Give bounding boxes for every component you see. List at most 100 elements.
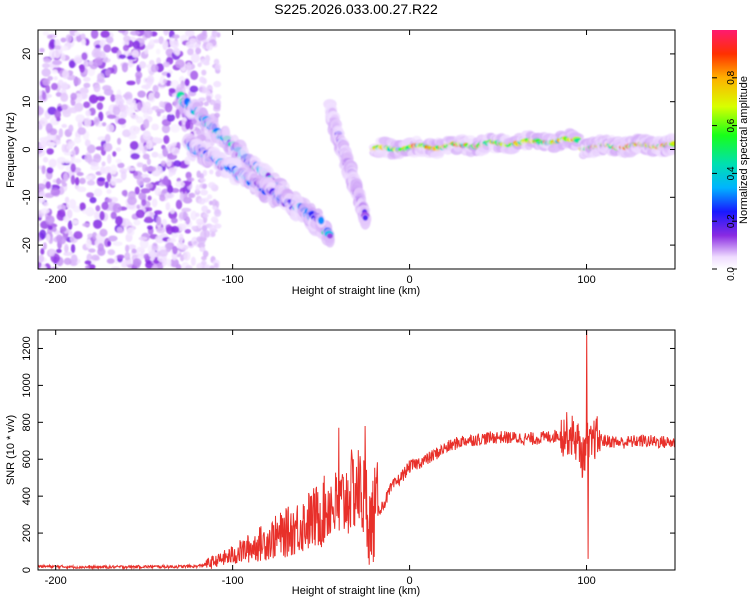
noise-blob [146,76,153,87]
noise-blob [132,40,141,49]
noise-blob [110,211,117,220]
noise-blob [168,172,173,177]
noise-blob [45,122,53,133]
noise-blob [104,133,111,143]
noise-blob [84,117,92,128]
noise-blob [99,210,105,221]
noise-blob [48,142,57,147]
noise-blob [118,30,126,34]
feature-core [670,140,675,146]
noise-blob [122,129,132,138]
noise-blob [38,141,47,149]
noise-blob [135,209,145,219]
noise-blob [209,169,214,175]
noise-blob [95,44,101,49]
noise-blob [82,76,91,82]
noise-blob [41,91,47,100]
noise-blob [167,184,174,194]
noise-blob [125,244,130,253]
noise-blob [96,72,105,83]
noise-blob [141,199,147,207]
noise-blob [40,265,47,269]
noise-blob [65,34,73,43]
noise-blob [60,37,67,43]
x-tick-label: 100 [577,575,595,587]
noise-blob [45,84,51,94]
colorbar-label: Normalized spectral amplitude [738,76,750,224]
noise-blob [40,196,46,203]
noise-blob [42,242,47,250]
noise-blob [126,166,137,171]
noise-blob [205,95,212,101]
snr-x-axis: -200 -100 0 100 [45,330,596,587]
y-tick-label: -10 [21,189,33,205]
noise-blob [101,201,109,211]
noise-blob [88,94,99,104]
noise-blob [85,109,91,117]
noise-blob [41,68,51,77]
noise-blob [209,265,215,269]
noise-blob [38,254,45,263]
noise-blob [185,120,191,130]
noise-blob [85,175,93,180]
noise-blob [196,170,202,178]
noise-blob [67,140,75,147]
noise-blob [115,158,122,164]
snr-frame [37,329,676,571]
noise-blob [129,125,139,135]
noise-blob [42,78,51,86]
noise-blob [140,188,151,194]
noise-blob [167,237,177,243]
noise-blob [213,102,221,110]
x-tick-label: 0 [407,575,413,587]
noise-blob [175,109,181,119]
noise-blob [214,93,222,101]
noise-blob [172,245,178,255]
noise-blob [40,208,50,214]
noise-blob [93,83,101,93]
noise-blob [162,39,169,50]
noise-blob [48,158,57,168]
noise-blob [185,216,191,225]
noise-blob [133,219,141,226]
noise-blob [121,62,129,73]
noise-blob [121,189,128,197]
noise-blob [156,216,162,226]
noise-blob [112,203,122,213]
noise-blob [91,48,101,58]
noise-blob [64,243,69,254]
noise-blob [88,60,94,66]
noise-blob [131,49,140,58]
noise-blob [130,152,140,160]
colorbar-tick-label: 0.2 [726,214,737,228]
noise-blob [153,210,163,215]
noise-blob [45,233,51,242]
noise-blob [145,211,150,217]
noise-blob [63,257,72,265]
noise-blob [97,243,104,252]
noise-blob [121,218,131,227]
noise-blob [131,248,137,254]
noise-blob [64,196,70,204]
snr-y-label: SNR (10 * v/v) [5,415,17,485]
noise-blob [83,82,91,89]
noise-blob [61,81,69,91]
noise-blob [81,209,92,215]
noise-blob [139,238,149,249]
noise-blob [89,196,97,204]
noise-blob [103,44,112,53]
noise-blob [38,260,42,269]
noise-blob [107,240,112,247]
noise-blob [127,196,137,206]
noise-blob [202,30,207,37]
noise-blob [213,262,219,269]
noise-blob [40,248,45,255]
noise-blob [70,92,78,101]
noise-blob [156,57,161,65]
noise-blob [172,34,180,39]
noise-blob [106,124,115,133]
noise-blob [168,167,177,173]
noise-blob [63,172,69,182]
noise-blob [79,177,86,185]
noise-blob [93,116,100,126]
